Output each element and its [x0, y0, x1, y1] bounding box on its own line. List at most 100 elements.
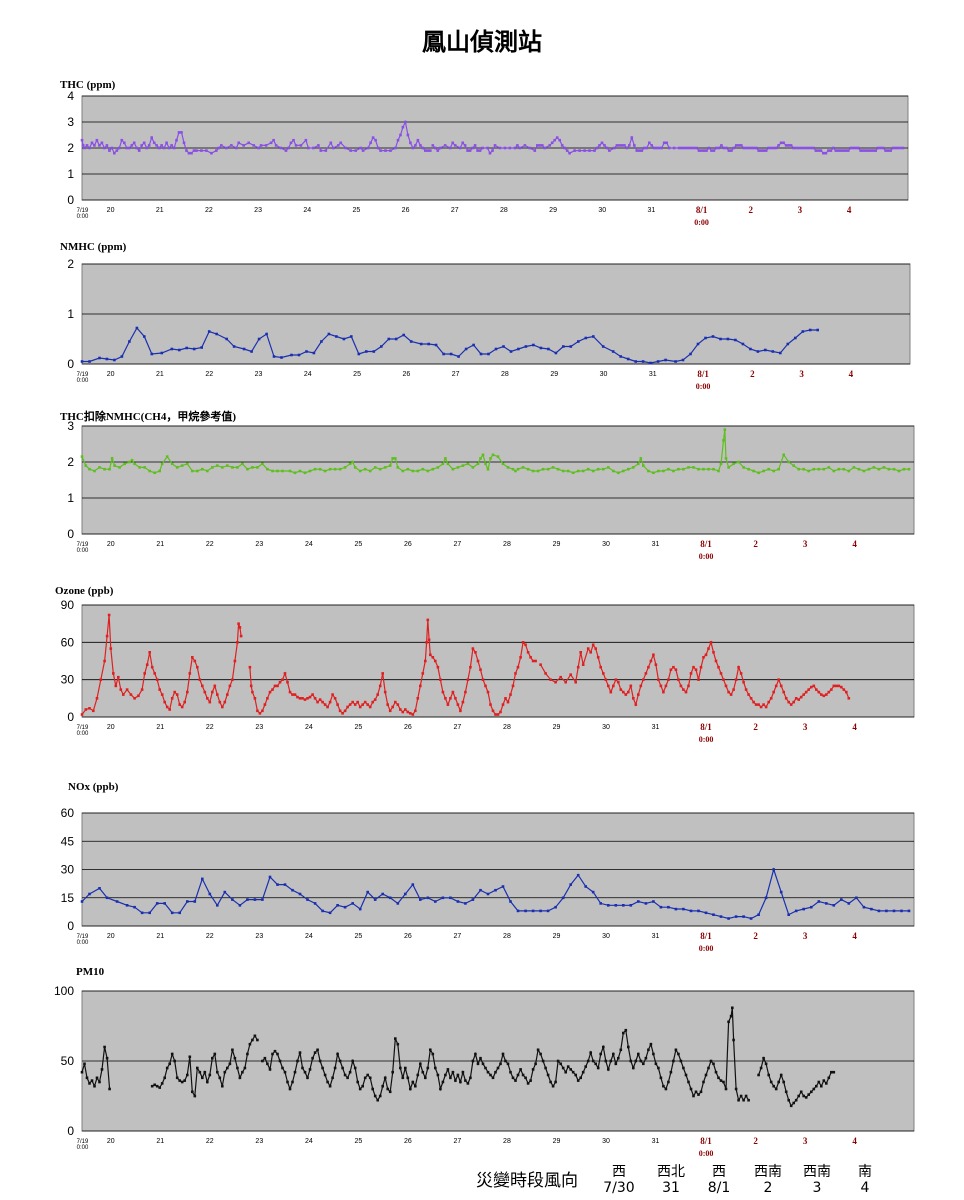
- data-point: [168, 1062, 171, 1066]
- data-point: [481, 146, 484, 150]
- wind-direction: 西: [712, 1164, 726, 1180]
- data-point: [489, 457, 492, 460]
- data-point: [827, 1076, 831, 1080]
- data-point: [799, 146, 803, 150]
- data-point: [206, 697, 209, 700]
- data-point: [531, 909, 535, 913]
- data-point: [441, 1080, 445, 1084]
- data-point: [757, 703, 760, 706]
- data-point: [115, 149, 119, 152]
- data-point: [206, 1080, 209, 1084]
- data-point: [474, 1052, 477, 1056]
- data-point: [103, 467, 106, 471]
- data-point: [238, 626, 242, 629]
- data-point: [546, 909, 550, 913]
- data-point: [180, 464, 184, 467]
- data-point: [757, 913, 760, 916]
- data-point: [185, 149, 188, 152]
- data-point: [754, 703, 758, 706]
- data-point: [832, 469, 836, 473]
- data-point: [280, 356, 283, 359]
- data-point: [187, 151, 191, 155]
- data-point: [594, 647, 597, 650]
- data-point: [546, 1073, 550, 1077]
- data-point: [856, 146, 860, 150]
- x-tick-label: 30: [598, 207, 606, 214]
- data-point: [787, 460, 790, 464]
- data-point: [717, 146, 721, 150]
- data-point: [787, 1098, 790, 1102]
- data-point: [481, 678, 485, 681]
- y-tick-label: 0: [67, 1124, 74, 1138]
- data-point: [476, 659, 480, 663]
- x-tick-sublabel-aug: 0:00: [694, 218, 709, 227]
- data-point: [337, 144, 340, 147]
- data-point: [642, 678, 645, 681]
- data-point: [539, 663, 542, 666]
- data-point: [216, 464, 219, 467]
- data-point: [654, 663, 658, 666]
- data-point: [516, 467, 520, 471]
- data-point: [819, 149, 823, 152]
- data-point: [351, 700, 354, 704]
- data-point: [130, 458, 134, 462]
- data-point: [752, 146, 755, 150]
- data-point: [237, 141, 240, 145]
- x-tick-label: 21: [156, 1138, 164, 1145]
- data-point: [516, 909, 520, 913]
- data-point: [216, 1070, 219, 1074]
- data-point: [120, 138, 124, 142]
- data-point: [840, 685, 843, 689]
- data-point: [213, 1052, 217, 1056]
- data-point: [105, 1056, 109, 1060]
- x-tick-label: 20: [107, 207, 115, 214]
- data-point: [534, 659, 537, 663]
- data-point: [351, 902, 354, 905]
- data-point: [88, 1082, 91, 1085]
- data-point: [130, 144, 134, 147]
- data-point: [147, 144, 151, 147]
- data-point: [366, 1073, 369, 1077]
- data-point: [573, 149, 576, 152]
- data-point: [633, 144, 636, 147]
- data-point: [188, 1055, 192, 1059]
- data-point: [205, 149, 208, 152]
- data-point: [634, 1059, 638, 1063]
- data-point: [369, 141, 372, 145]
- data-point: [705, 149, 708, 152]
- data-point: [707, 647, 710, 650]
- data-point: [697, 1093, 700, 1096]
- data-point: [143, 335, 146, 338]
- data-point: [615, 144, 619, 147]
- data-point: [373, 898, 377, 901]
- data-point: [599, 902, 602, 905]
- data-point: [150, 352, 154, 356]
- data-point: [81, 144, 85, 147]
- data-point: [832, 684, 836, 688]
- data-point: [196, 665, 199, 669]
- data-point: [402, 333, 405, 337]
- data-point: [699, 665, 703, 669]
- data-point: [119, 688, 123, 691]
- data-point: [657, 146, 661, 150]
- data-point: [682, 467, 685, 471]
- data-point: [817, 149, 820, 152]
- data-point: [684, 1073, 688, 1077]
- data-point: [837, 149, 840, 152]
- data-point: [88, 146, 91, 150]
- data-point: [608, 149, 611, 152]
- data-point: [342, 337, 346, 341]
- x-tick-label-aug: 2: [749, 205, 754, 215]
- data-point: [569, 673, 572, 676]
- data-point: [160, 693, 164, 696]
- data-point: [516, 144, 519, 147]
- data-point: [406, 467, 410, 471]
- data-point: [401, 125, 405, 129]
- data-point: [100, 1068, 104, 1071]
- data-point: [689, 909, 693, 913]
- data-point: [211, 466, 214, 469]
- data-point: [80, 1070, 84, 1074]
- data-point: [293, 471, 297, 475]
- data-point: [739, 672, 743, 675]
- data-point: [596, 1066, 600, 1070]
